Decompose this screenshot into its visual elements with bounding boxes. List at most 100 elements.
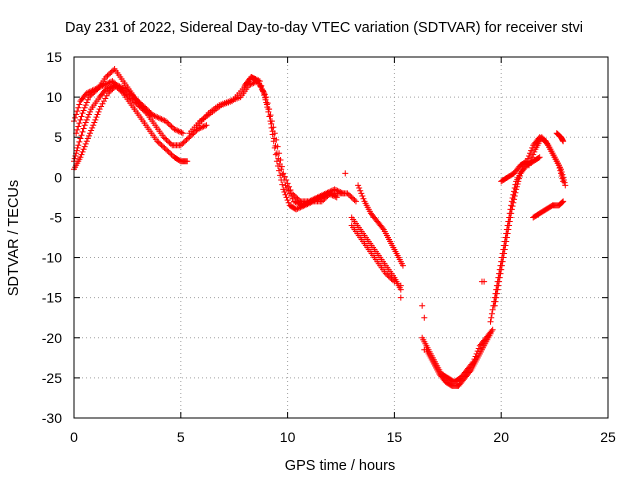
data-point-isolated: [397, 282, 404, 289]
data-point-track-n: [509, 203, 516, 210]
data-point-track-c: [76, 120, 83, 127]
data-point-track-g: [352, 198, 359, 205]
data-point-track-g: [267, 118, 274, 125]
data-point-track-c: [81, 104, 88, 111]
data-point-track-d: [113, 82, 120, 89]
data-point-track-g: [305, 200, 312, 207]
data-point-track-g: [274, 162, 281, 169]
data-point-track-f: [318, 192, 325, 199]
data-point-track-j: [389, 277, 396, 284]
data-point-track-c: [78, 113, 85, 120]
data-point-track-i: [379, 225, 386, 232]
data-point-isolated: [421, 314, 428, 321]
data-point-track-g: [344, 190, 351, 197]
data-point-track-p: [531, 148, 538, 155]
data-point-track-c: [158, 116, 165, 123]
data-point-track-p: [529, 154, 536, 161]
data-point-track-d: [94, 111, 101, 118]
data-point-track-c: [175, 128, 182, 135]
data-point-track-b: [168, 151, 175, 158]
data-point-track-d: [132, 95, 139, 102]
data-point-track-b: [118, 88, 125, 95]
data-point-track-p: [558, 168, 565, 175]
data-point-track-c: [171, 126, 178, 133]
data-point-track-d: [82, 140, 89, 147]
data-point-track-g: [293, 206, 300, 213]
x-tick-labels: 0 5 10 15 20 25: [70, 429, 616, 445]
data-point-track-e: [292, 199, 299, 206]
data-point-track-d: [91, 119, 98, 126]
data-point-track-n: [491, 302, 498, 309]
data-point-track-k: [475, 345, 482, 352]
data-point-track-c: [178, 129, 185, 136]
data-point-track-a: [72, 114, 79, 121]
data-point-track-n: [516, 175, 522, 182]
data-point-track-m: [488, 314, 495, 321]
data-point-track-n: [503, 238, 510, 245]
data-point-track-q: [558, 199, 565, 206]
x-tick-label: 25: [600, 429, 616, 445]
data-point-track-c: [172, 126, 179, 133]
data-point-track-n: [512, 189, 519, 196]
data-point-track-d: [143, 106, 150, 113]
x-tick-label: 0: [70, 429, 78, 445]
data-point-track-b: [164, 147, 171, 154]
data-point-track-p: [525, 162, 532, 169]
data-point-track-b: [75, 142, 82, 149]
data-point-track-a: [182, 138, 189, 145]
data-point-track-d: [139, 102, 146, 109]
data-point-track-a: [199, 124, 206, 131]
data-point-track-d: [81, 143, 88, 150]
data-point-track-d: [77, 154, 84, 161]
data-point-track-i: [356, 185, 363, 192]
data-point-track-o: [528, 147, 535, 154]
data-point-track-c: [75, 123, 82, 130]
data-point-track-b: [79, 128, 86, 135]
data-point-track-n: [535, 154, 542, 161]
data-point-track-p: [527, 159, 534, 166]
data-point-track-g: [318, 198, 325, 205]
data-point-track-p: [544, 140, 551, 147]
data-point-track-a: [83, 90, 90, 97]
data-point-track-n: [507, 214, 514, 221]
data-point-track-n: [508, 210, 515, 217]
data-point-track-c: [179, 130, 186, 137]
data-point-track-g: [321, 195, 328, 202]
data-point-track-q: [559, 199, 566, 206]
data-point-track-j: [385, 273, 392, 280]
data-point-track-g: [348, 194, 355, 201]
data-point-track-f: [294, 195, 301, 202]
data-point-track-b: [74, 144, 81, 151]
data-point-track-d: [147, 110, 154, 117]
data-point-track-i: [399, 262, 406, 269]
grid-lines: [74, 57, 608, 418]
tick-marks: [73, 56, 609, 419]
data-point-track-f: [247, 81, 254, 88]
data-point-track-i: [357, 187, 364, 194]
data-point-track-d: [115, 82, 122, 89]
data-point-track-n: [494, 286, 501, 293]
data-point-track-f: [267, 112, 274, 119]
data-point-track-n: [497, 270, 504, 277]
data-point-track-g: [303, 201, 310, 208]
data-point-track-n: [502, 242, 509, 249]
data-point-track-a: [202, 122, 209, 129]
data-point-track-n: [510, 199, 517, 206]
data-point-track-d: [87, 130, 94, 137]
data-point-track-g: [325, 191, 332, 198]
data-point-track-g: [304, 201, 311, 208]
data-point-track-b: [165, 148, 172, 155]
data-point-track-a: [203, 122, 210, 129]
data-point-track-d: [140, 103, 147, 110]
data-point-isolated: [342, 170, 349, 177]
y-axis-label: SDTVAR / TECUs: [6, 180, 22, 296]
data-point-track-f: [280, 170, 287, 177]
data-point-track-c: [154, 114, 161, 121]
data-point-track-j: [384, 271, 391, 278]
data-point-track-c: [164, 119, 171, 126]
data-point-track-o: [529, 144, 536, 151]
data-point-track-d: [90, 122, 97, 129]
data-point-track-f: [263, 94, 270, 101]
data-point-track-g: [323, 194, 330, 201]
